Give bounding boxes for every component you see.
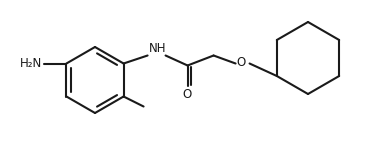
- Text: O: O: [182, 87, 191, 101]
- Text: O: O: [237, 56, 246, 69]
- Text: NH: NH: [148, 41, 166, 55]
- Text: H₂N: H₂N: [20, 57, 42, 70]
